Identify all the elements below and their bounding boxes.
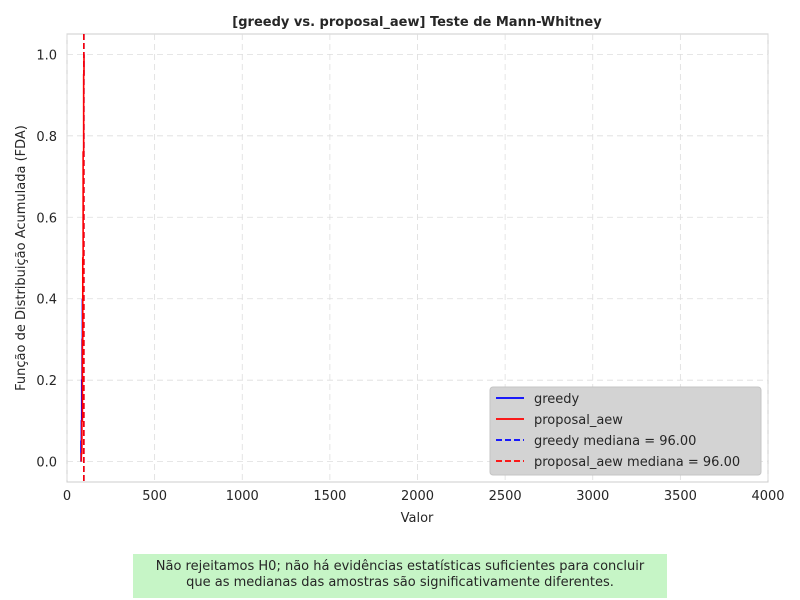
conclusion-box: Não rejeitamos H0; não há evidências est…: [133, 554, 667, 598]
x-tick-label: 4000: [751, 489, 784, 504]
cdf-chart: [greedy vs. proposal_aew] Teste de Mann-…: [14, 15, 785, 526]
chart-title: [greedy vs. proposal_aew] Teste de Mann-…: [232, 15, 602, 30]
x-tick-label: 500: [142, 489, 167, 504]
conclusion-line-2: que as medianas das amostras são signifi…: [186, 575, 614, 590]
legend-label: greedy: [534, 392, 580, 407]
legend-box: [489, 386, 762, 476]
x-tick-label: 1500: [313, 489, 346, 504]
x-tick-label: 1000: [226, 489, 259, 504]
legend-label: greedy mediana = 96.00: [534, 434, 696, 449]
y-tick-label: 0.6: [36, 211, 57, 226]
y-tick-label: 1.0: [36, 48, 57, 63]
y-tick-label: 0.8: [36, 130, 57, 145]
series-lines: [80, 54, 85, 462]
legend-label: proposal_aew: [534, 413, 623, 428]
x-tick-label: 2000: [401, 489, 434, 504]
y-axis-ticks: 0.0 0.2 0.4 0.6 0.8 1.0: [36, 48, 57, 470]
x-axis-ticks: 0 500 1000 1500 2000 2500 3000 3500 4000: [63, 489, 785, 504]
x-tick-label: 3000: [576, 489, 609, 504]
y-tick-label: 0.2: [36, 374, 57, 389]
y-tick-label: 0.0: [36, 456, 57, 471]
x-tick-label: 2500: [489, 489, 522, 504]
y-axis-label: Função de Distribuição Acumulada (FDA): [14, 125, 29, 391]
x-tick-label: 0: [63, 489, 71, 504]
x-axis-label: Valor: [401, 511, 434, 526]
x-tick-label: 3500: [664, 489, 697, 504]
conclusion-line-1: Não rejeitamos H0; não há evidências est…: [155, 559, 645, 574]
series-line-proposal-aew: [80, 54, 85, 462]
y-tick-label: 0.4: [36, 293, 57, 308]
legend-label: proposal_aew mediana = 96.00: [534, 455, 740, 470]
